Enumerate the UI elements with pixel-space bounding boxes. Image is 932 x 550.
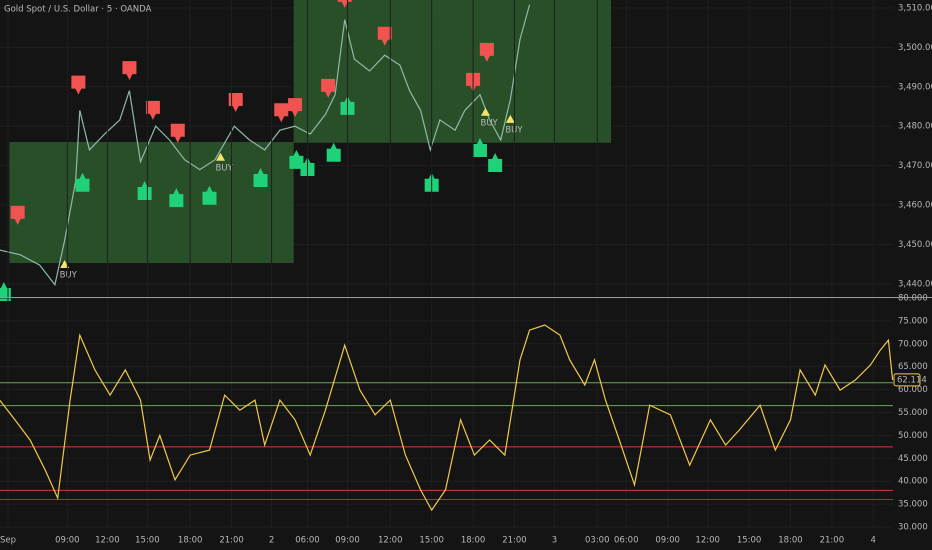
buy-triangle [60,260,70,269]
y-tick-label: 3,440.000 [898,279,932,289]
x-tick-label: 06:00 [295,536,320,546]
x-tick-label: 03:00 [585,536,610,546]
chart-title: Gold Spot / U.S. Dollar · 5 · OANDA [4,5,151,15]
buy-label: BUY [480,118,498,128]
x-tick-label: 21:00 [820,536,845,546]
buy-signal [253,168,268,188]
x-tick-label: 12:00 [95,536,120,546]
y-tick-label: 80.000 [898,294,928,304]
buy-triangle [216,152,226,161]
y-tick-label: 35.000 [898,500,928,510]
sell-signal [71,75,86,95]
zone [293,0,612,143]
buy-label: BUY [60,271,78,281]
x-tick-label: 12:00 [695,536,720,546]
buy-signal [289,149,304,169]
x-tick-label: 21:00 [502,536,527,546]
y-tick-label: 75.000 [898,316,928,326]
sell-signal [377,26,392,46]
x-tick-label: 2 [269,536,274,546]
buy-signal [202,185,217,205]
buy-triangle [480,107,490,116]
y-tick-label: 3,510.000 [898,3,932,13]
y-tick-label: 3,490.000 [898,82,932,92]
y-tick-label: 40.000 [898,477,928,487]
x-tick-label: 15:00 [135,536,160,546]
sell-signal [479,42,494,62]
y-tick-label: 45.000 [898,454,928,464]
y-tick-label: 65.000 [898,362,928,372]
sell-signal [170,123,185,143]
buy-signal [169,188,184,208]
x-tick-label: 09:00 [335,536,360,546]
last-value-label: 62.114 [897,375,927,385]
last-value-box [893,373,921,387]
x-tick-label: 18:00 [178,536,203,546]
x-tick-label: 15:00 [419,536,444,546]
sell-signal [288,98,303,118]
x-tick-label: 12:00 [378,536,403,546]
y-tick-label: 55.000 [898,408,928,418]
x-tick-label: 06:00 [614,536,639,546]
y-tick-label: 70.000 [898,339,928,349]
y-tick-label: 30.000 [898,523,928,533]
x-tick-label: 3 [552,536,557,546]
sell-signal [337,0,352,8]
sell-signal [228,93,243,113]
y-tick-label: 3,460.000 [898,201,932,211]
sell-signal [145,100,160,120]
x-tick-label: 18:00 [778,536,803,546]
zone [9,141,294,264]
y-tick-label: 50.000 [898,431,928,441]
y-tick-label: 3,500.000 [898,43,932,53]
y-tick-label: 60.000 [898,385,928,395]
buy-signal [488,153,503,173]
buy-signal [326,142,341,162]
sell-signal [122,61,137,81]
x-tick-label: 09:00 [55,536,80,546]
x-tick-label: 21:00 [219,536,244,546]
y-tick-label: 3,450.000 [898,240,932,250]
series-line [0,324,894,512]
x-tick-label: 18:00 [461,536,486,546]
y-tick-label: 3,470.000 [898,161,932,171]
sell-signal [10,205,25,225]
x-tick-label: 4 [871,536,876,546]
sell-signal [321,78,336,98]
buy-signal [472,138,487,158]
series-line [0,4,531,287]
buy-label: BUY [216,163,234,173]
x-tick-label: 15:00 [737,536,762,546]
buy-signal [75,172,90,192]
buy-signal [137,181,152,201]
y-tick-label: 3,480.000 [898,122,932,132]
buy-triangle [505,114,515,123]
sell-signal [274,103,289,123]
x-tick-label: 09:00 [655,536,680,546]
x-tick-label: Sep [0,536,16,546]
